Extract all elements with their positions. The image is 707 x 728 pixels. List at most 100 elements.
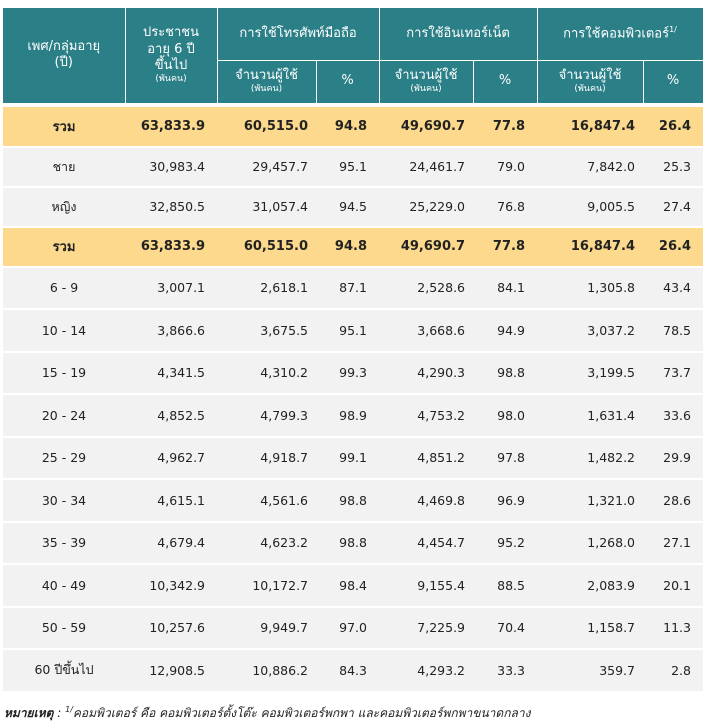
data-row: 10 - 14 3,866.6 3,675.5 95.1 3,668.6 94.9 3,03… — [3, 309, 703, 353]
cell: 84.3 — [316, 649, 379, 693]
internet-header: การใช้อินเทอร์เน็ต — [379, 8, 538, 61]
note-mark: 1/ — [669, 24, 677, 34]
cell: 60,515.0 — [217, 226, 316, 268]
cell: 76.8 — [473, 186, 537, 228]
cell: 4,753.2 — [379, 394, 473, 438]
row-label: 50 - 59 — [3, 606, 125, 650]
cell: 4,561.6 — [217, 479, 316, 523]
cell: 4,851.2 — [379, 436, 473, 480]
cell: 2,528.6 — [379, 266, 473, 310]
row-label: 6 - 9 — [3, 266, 125, 310]
cell: 2,618.1 — [217, 266, 316, 310]
cell: 26.4 — [643, 106, 703, 148]
data-row: 6 - 9 3,007.1 2,618.1 87.1 2,528.6 84.1 1,305.… — [3, 266, 703, 310]
header-text: ขึ้นไป — [154, 57, 188, 73]
header-text: เพศ/กลุ่มอายุ — [27, 39, 101, 54]
cell: 96.9 — [473, 479, 537, 523]
cell: 79.0 — [473, 146, 537, 188]
cell: 2.8 — [643, 649, 703, 693]
row-label: 20 - 24 — [3, 394, 125, 438]
cell: 77.8 — [473, 226, 537, 268]
cell: 49,690.7 — [379, 226, 473, 268]
cell: 77.8 — [473, 106, 537, 148]
data-row: หญิง 32,850.5 31,057.4 94.5 25,229.0 76.8 9,00… — [3, 186, 703, 228]
header-unit: (พันคน) — [410, 84, 442, 94]
cell: 1,631.4 — [537, 394, 643, 438]
data-row: 50 - 59 10,257.6 9,949.7 97.0 7,225.9 70.4 1,1… — [3, 606, 703, 650]
computer-header: การใช้คอมพิวเตอร์1/ — [537, 8, 704, 61]
cell: 4,918.7 — [217, 436, 316, 480]
header-unit: (พันคน) — [155, 74, 187, 84]
users-header: จำนวนผู้ใช้ (พันคน) — [537, 60, 644, 104]
spacer — [3, 103, 703, 107]
cell: 98.8 — [316, 479, 379, 523]
cell: 29,457.7 — [217, 146, 316, 188]
note-mark: 1/ — [65, 705, 73, 714]
cell: 94.8 — [316, 106, 379, 148]
cell: 7,842.0 — [537, 146, 643, 188]
cell: 3,199.5 — [537, 351, 643, 395]
mobile-header: การใช้โทรศัพท์มือถือ — [217, 8, 380, 61]
row-label: 30 - 34 — [3, 479, 125, 523]
percent-header: % — [643, 60, 704, 104]
cell: 10,257.6 — [125, 606, 217, 650]
data-row: 35 - 39 4,679.4 4,623.2 98.8 4,454.7 95.2 1,26… — [3, 521, 703, 565]
percent-header: % — [316, 60, 380, 104]
cell: 94.8 — [316, 226, 379, 268]
cell: 10,342.9 — [125, 564, 217, 608]
cell: 98.9 — [316, 394, 379, 438]
cell: 94.5 — [316, 186, 379, 228]
cell: 11.3 — [643, 606, 703, 650]
cell: 2,083.9 — [537, 564, 643, 608]
header-text: การใช้คอมพิวเตอร์ — [563, 26, 670, 42]
footnote-colon: : — [57, 706, 62, 720]
row-label: 25 - 29 — [3, 436, 125, 480]
population-header: ประชาชน อายุ 6 ปี ขึ้นไป (พันคน) — [125, 8, 218, 104]
data-table: เพศ/กลุ่มอายุ (ปี) ประชาชน อายุ 6 ปี ขึ้นไป… — [3, 8, 704, 693]
cell: 94.9 — [473, 309, 537, 353]
cell: 99.1 — [316, 436, 379, 480]
users-header: จำนวนผู้ใช้ (พันคน) — [217, 60, 317, 104]
cell: 98.0 — [473, 394, 537, 438]
cell: 43.4 — [643, 266, 703, 310]
cell: 3,866.6 — [125, 309, 217, 353]
row-label: 15 - 19 — [3, 351, 125, 395]
cell: 95.1 — [316, 146, 379, 188]
cell: 33.3 — [473, 649, 537, 693]
cell: 4,615.1 — [125, 479, 217, 523]
cell: 98.8 — [473, 351, 537, 395]
cell: 70.4 — [473, 606, 537, 650]
cell: 97.8 — [473, 436, 537, 480]
row-label: 35 - 39 — [3, 521, 125, 565]
cell: 25,229.0 — [379, 186, 473, 228]
cell: 99.3 — [316, 351, 379, 395]
header-text: (ปี) — [54, 55, 73, 71]
cell: 3,668.6 — [379, 309, 473, 353]
data-row: 20 - 24 4,852.5 4,799.3 98.9 4,753.2 98.0 1,63… — [3, 394, 703, 438]
row-label: ชาย — [3, 146, 125, 188]
cell: 12,908.5 — [125, 649, 217, 693]
cell: 4,469.8 — [379, 479, 473, 523]
group-header: เพศ/กลุ่มอายุ (ปี) — [3, 8, 126, 104]
cell: 16,847.4 — [537, 106, 643, 148]
cell: 73.7 — [643, 351, 703, 395]
cell: 4,293.2 — [379, 649, 473, 693]
row-label: 10 - 14 — [3, 309, 125, 353]
users-header: จำนวนผู้ใช้ (พันคน) — [379, 60, 474, 104]
row-label: 40 - 49 — [3, 564, 125, 608]
cell: 98.4 — [316, 564, 379, 608]
cell: 60,515.0 — [217, 106, 316, 148]
cell: 1,268.0 — [537, 521, 643, 565]
cell: 97.0 — [316, 606, 379, 650]
header-text: จำนวนผู้ใช้ — [558, 67, 622, 83]
cell: 63,833.9 — [125, 226, 217, 268]
spacer-cell — [3, 103, 703, 107]
cell: 7,225.9 — [379, 606, 473, 650]
cell: 4,310.2 — [217, 351, 316, 395]
header-text: จำนวนผู้ใช้ — [235, 67, 298, 83]
data-row: 15 - 19 4,341.5 4,310.2 99.3 4,290.3 98.8 3,19… — [3, 351, 703, 395]
row-label: 60 ปีขึ้นไป — [3, 649, 125, 693]
header-text: จำนวนผู้ใช้ — [394, 67, 458, 83]
cell: 3,037.2 — [537, 309, 643, 353]
